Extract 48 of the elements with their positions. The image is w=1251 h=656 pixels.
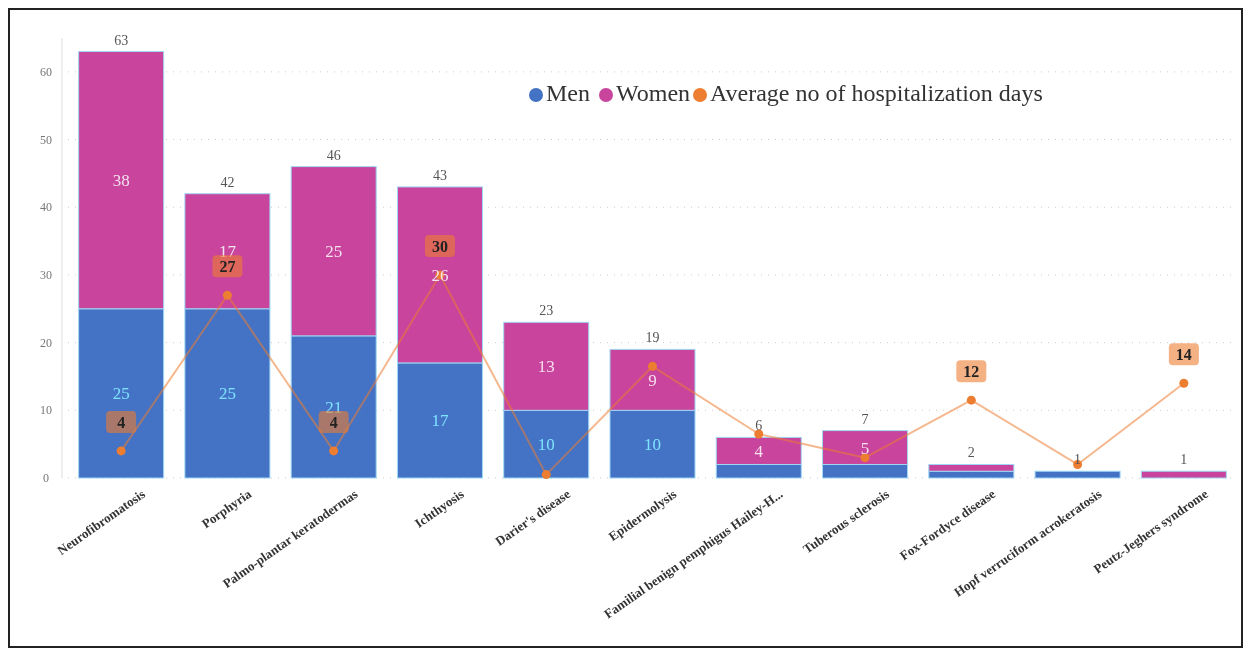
y-tick-label: 40: [40, 200, 52, 215]
y-tick-label: 60: [40, 64, 52, 79]
data-label: 4: [329, 413, 338, 431]
y-tick-label: 20: [40, 335, 52, 350]
point: [1179, 378, 1189, 388]
total-label: 1: [1180, 452, 1188, 468]
y-tick-label: 10: [40, 403, 52, 418]
point: [329, 446, 339, 456]
total-label: 46: [326, 147, 341, 163]
data-label: 13: [537, 357, 555, 377]
total-label: 1: [1074, 452, 1082, 468]
data-label: 30: [431, 237, 448, 255]
bar: [1034, 470, 1121, 479]
total-label: 43: [432, 167, 447, 183]
point: [648, 361, 657, 371]
total-label: 23: [539, 303, 554, 319]
point: [754, 429, 764, 439]
total-label: 7: [861, 411, 869, 427]
total-label: 2: [967, 445, 975, 461]
data-label: 12: [963, 363, 980, 381]
data-label: 4: [117, 413, 126, 431]
point: [116, 446, 126, 456]
total-label: 6: [755, 418, 763, 434]
y-tick-label: 0: [43, 471, 49, 485]
data-label: 9: [648, 370, 657, 390]
data-label: 25: [218, 384, 236, 404]
point: [966, 395, 976, 405]
data-label: 25: [112, 384, 130, 404]
legend-label: Women: [616, 80, 691, 106]
point: [541, 470, 551, 480]
data-label: 26: [431, 265, 449, 285]
data-label: 38: [112, 171, 130, 191]
total-label: 42: [220, 174, 235, 190]
data-label: 5: [860, 438, 870, 458]
data-label: 17: [431, 411, 449, 431]
total-label: 63: [114, 32, 129, 48]
data-label: 10: [537, 435, 555, 455]
point: [222, 290, 232, 300]
y-tick-label: 50: [40, 132, 52, 147]
y-tick-label: 30: [40, 267, 52, 282]
total-label: 19: [645, 330, 660, 346]
data-label: 10: [644, 435, 661, 455]
data-label: 25: [325, 242, 343, 262]
bar: [1140, 470, 1227, 479]
data-label: 4: [754, 441, 764, 461]
legend-label: Average no of hospitalization days: [710, 80, 1043, 106]
data-label: 14: [1175, 346, 1192, 364]
legend-label: Men: [546, 80, 590, 106]
